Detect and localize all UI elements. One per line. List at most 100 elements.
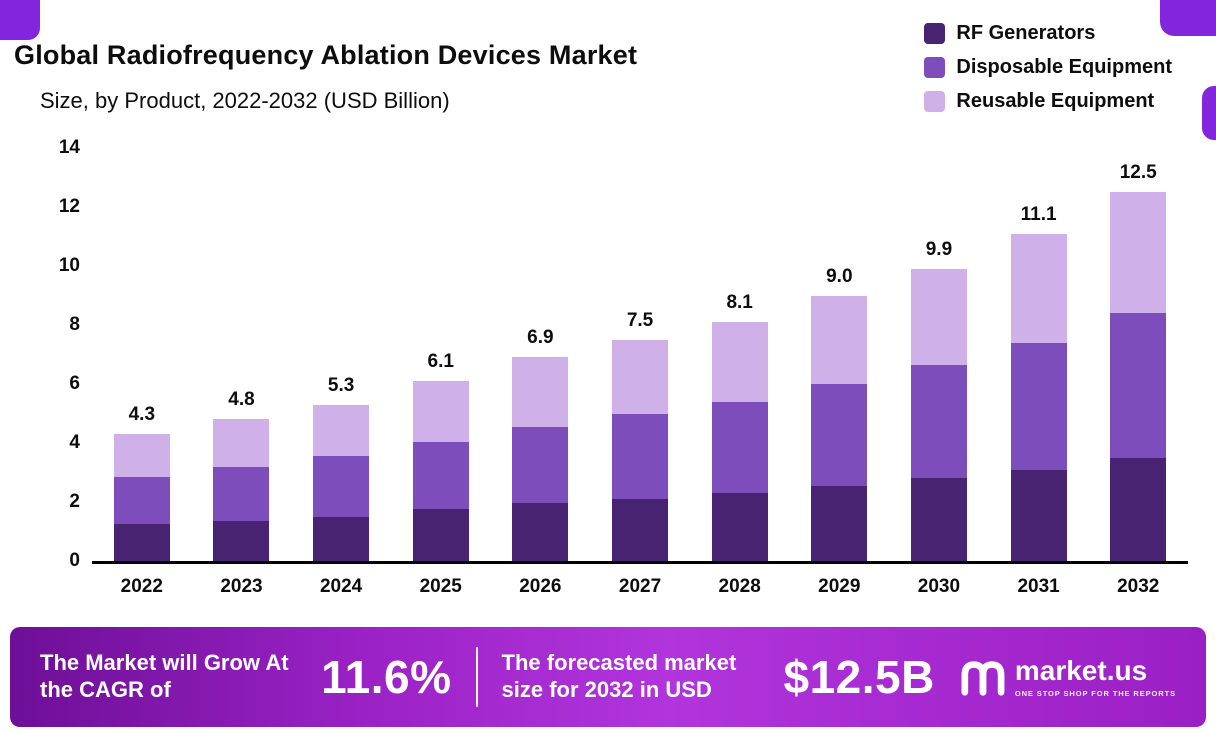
bar-total-label: 4.3 [128, 404, 156, 426]
bar-stack [313, 404, 370, 561]
bar-segment-disposable-equipment [512, 426, 569, 504]
x-axis-tick-label: 2030 [917, 576, 961, 597]
x-axis-tick-label: 2023 [220, 576, 263, 597]
bar-segment-disposable-equipment [910, 364, 967, 479]
bar-stack [512, 357, 569, 561]
y-axis-tick-label: 10 [58, 255, 80, 276]
x-axis-tick-label: 2027 [618, 576, 662, 597]
bar-stack [612, 339, 669, 561]
bar-segment-reusable-equipment [1110, 192, 1167, 314]
bar-segment-rf-generators [711, 493, 768, 561]
banner-divider [475, 647, 478, 707]
corner-decoration-top-left [0, 0, 40, 40]
bar-total-label: 12.5 [1119, 162, 1157, 184]
cagr-value: 11.6% [321, 651, 452, 703]
legend-item-disposable-equipment: Disposable Equipment [924, 56, 1172, 79]
bar-total-label: 7.5 [626, 309, 654, 331]
bar-segment-reusable-equipment [313, 404, 370, 457]
bar-segment-reusable-equipment [412, 381, 469, 442]
bar-total-label: 9.9 [925, 238, 953, 260]
legend-swatch-disposable-equipment [924, 57, 946, 78]
bar-column-2025: 6.1 [391, 148, 491, 561]
x-axis-tick-label: 2029 [818, 576, 861, 597]
x-axis-tick-label: 2025 [419, 576, 462, 597]
x-axis-tick-label: 2032 [1117, 576, 1160, 597]
legend-label: Disposable Equipment [956, 56, 1172, 78]
chart-plot-area: 4.3 4.8 5.3 6.1 6.9 7.5 8.1 9.0 9.9 11.1 12.5 [92, 148, 1188, 564]
bar-column-2030: 9.9 [889, 148, 989, 561]
bar-total-label: 9.0 [826, 265, 853, 287]
bar-stack [711, 322, 768, 561]
bar-stack [1010, 233, 1067, 561]
x-axis: 2022 2023 2024 2025 2026 2027 2028 2029 2030 2031… [92, 576, 1188, 598]
bar-segment-reusable-equipment [213, 419, 270, 467]
bar-total-label: 6.9 [527, 327, 554, 349]
y-axis-tick-label: 6 [69, 373, 80, 394]
bar-stack [811, 295, 868, 561]
y-axis-tick-label: 12 [58, 196, 80, 217]
cagr-label: The Market will Grow At the CAGR of [40, 650, 289, 702]
bar-total-label: 5.3 [327, 374, 355, 396]
bar-column-2026: 6.9 [491, 148, 591, 561]
bar-segment-reusable-equipment [811, 295, 868, 385]
legend-item-reusable-equipment: Reusable Equipment [924, 90, 1172, 113]
bar-segment-disposable-equipment [213, 466, 270, 522]
y-axis: 0 2 4 6 8 10 12 14 [28, 137, 80, 571]
page-title: Global Radiofrequency Ablation Devices M… [14, 40, 638, 70]
bar-column-2032: 12.5 [1088, 148, 1188, 561]
bar-segment-rf-generators [412, 509, 469, 561]
legend-label: RF Generators [956, 22, 1096, 44]
bar-segment-disposable-equipment [811, 384, 868, 486]
bar-column-2023: 4.8 [192, 148, 292, 561]
brand-name: market.us [1014, 654, 1148, 686]
bar-segment-rf-generators [612, 499, 669, 561]
bar-segment-reusable-equipment [910, 268, 967, 365]
bar-segment-rf-generators [512, 503, 569, 561]
legend-swatch-reusable-equipment [924, 91, 946, 112]
bar-segment-rf-generators [213, 521, 270, 561]
x-axis-tick-label: 2028 [718, 576, 761, 597]
bar-segment-disposable-equipment [412, 441, 469, 510]
bar-total-label: 4.8 [228, 389, 255, 411]
bar-segment-rf-generators [811, 485, 868, 561]
bar-stack [113, 434, 170, 561]
x-axis-tick-label: 2026 [519, 576, 562, 597]
page-subtitle: Size, by Product, 2022-2032 (USD Billion… [40, 88, 450, 113]
y-axis-tick-label: 0 [69, 550, 80, 571]
forecast-label: The forecasted market size for 2032 in U… [501, 650, 737, 702]
legend-swatch-rf-generators [924, 23, 946, 44]
brand-tagline: ONE STOP SHOP FOR THE REPORTS [1014, 688, 1176, 698]
bar-segment-rf-generators [910, 478, 967, 561]
legend-item-rf-generators: RF Generators [924, 22, 1172, 45]
bar-series-container: 4.3 4.8 5.3 6.1 6.9 7.5 8.1 9.0 9.9 11.1 12.5 [92, 148, 1188, 561]
brand-text: market.us ONE STOP SHOP FOR THE REPORTS [1014, 654, 1176, 698]
bar-segment-disposable-equipment [1110, 313, 1167, 458]
bar-segment-disposable-equipment [1010, 342, 1067, 470]
bar-total-label: 6.1 [427, 351, 454, 373]
bar-total-label: 8.1 [726, 292, 753, 314]
bar-total-label: 11.1 [1020, 203, 1057, 225]
x-axis-tick-label: 2022 [120, 576, 163, 597]
bar-column-2028: 8.1 [690, 148, 790, 561]
bar-segment-reusable-equipment [711, 322, 768, 402]
bar-segment-reusable-equipment [113, 434, 170, 477]
edge-decoration-right [1202, 86, 1216, 140]
bar-stack [213, 419, 270, 561]
bar-segment-reusable-equipment [1010, 233, 1067, 343]
bar-segment-rf-generators [313, 516, 370, 561]
bar-segment-rf-generators [1010, 469, 1067, 561]
forecast-value: $12.5B [783, 651, 935, 703]
y-axis-tick-label: 2 [69, 491, 80, 512]
bar-segment-reusable-equipment [612, 339, 669, 414]
x-axis-tick-label: 2031 [1017, 576, 1060, 597]
bar-column-2022: 4.3 [92, 148, 192, 561]
bar-column-2031: 11.1 [989, 148, 1089, 561]
legend-label: Reusable Equipment [956, 90, 1155, 112]
bar-segment-disposable-equipment [113, 476, 170, 525]
y-axis-tick-label: 8 [69, 314, 80, 335]
bar-column-2029: 9.0 [789, 148, 889, 561]
y-axis-tick-label: 4 [69, 432, 80, 453]
bar-segment-disposable-equipment [711, 401, 768, 494]
bar-stack [1110, 192, 1167, 561]
